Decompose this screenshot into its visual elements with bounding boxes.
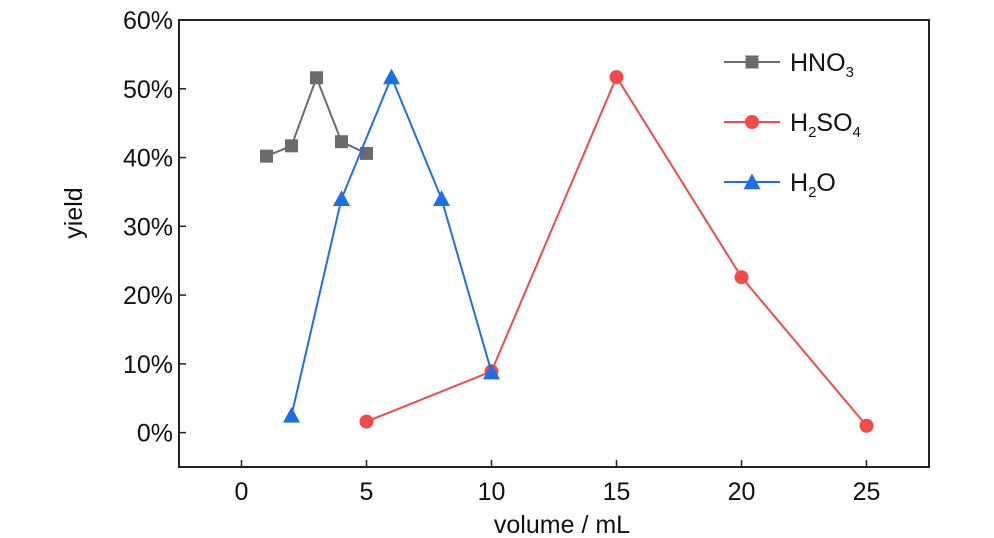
y-tick-label: 60% bbox=[123, 7, 173, 35]
data-point-h2o bbox=[383, 68, 400, 85]
x-tick-label: 5 bbox=[360, 478, 374, 506]
legend-item-hno3: HNO3 bbox=[724, 49, 854, 81]
data-point-hno3 bbox=[260, 149, 273, 163]
tick-marks-group: 0 5 10 15 20 25 0% 10% 20% 30% 40% 50% 60% bbox=[123, 7, 880, 506]
x-axis-title: volume / mL bbox=[494, 511, 630, 538]
legend-text-part: O bbox=[816, 169, 835, 197]
data-point-h2so4 bbox=[859, 418, 874, 433]
y-tick-label: 10% bbox=[123, 351, 173, 379]
legend-item-h2o: H2O bbox=[724, 169, 836, 201]
data-point-hno3 bbox=[335, 135, 348, 149]
legend-text-part: SO bbox=[816, 109, 852, 137]
y-tick-label: 30% bbox=[123, 213, 173, 241]
legend-marker-h2so4 bbox=[745, 115, 759, 129]
legend-subscript: 2 bbox=[808, 184, 816, 201]
data-point-h2so4 bbox=[359, 414, 374, 429]
y-axis-title: yield bbox=[60, 187, 88, 238]
series-hno3 bbox=[260, 71, 373, 163]
data-point-h2so4 bbox=[609, 70, 624, 85]
legend-subscript: 3 bbox=[846, 64, 854, 81]
axes bbox=[178, 19, 930, 468]
series-line-hno3 bbox=[266, 74, 367, 158]
data-point-h2o bbox=[333, 190, 350, 207]
legend-label-h2o: H2O bbox=[790, 169, 836, 201]
legend-text-part: H bbox=[790, 169, 808, 197]
series-group bbox=[260, 68, 874, 433]
data-point-hno3 bbox=[360, 146, 373, 160]
x-tick-label: 10 bbox=[478, 478, 506, 506]
data-point-hno3 bbox=[310, 71, 323, 85]
legend-subscript: 2 bbox=[808, 124, 816, 141]
legend-text-part: HNO bbox=[790, 49, 846, 77]
legend-marker-hno3 bbox=[745, 55, 759, 69]
x-tick-label: 20 bbox=[728, 478, 756, 506]
y-tick-label: 50% bbox=[123, 76, 173, 104]
legend-label-hno3: HNO3 bbox=[790, 49, 854, 81]
data-point-h2o bbox=[433, 190, 450, 207]
series-line-h2o bbox=[290, 74, 493, 416]
plot-area-frame bbox=[178, 19, 930, 468]
data-point-hno3 bbox=[285, 139, 298, 153]
y-tick-label: 0% bbox=[137, 420, 173, 448]
legend-label-h2so4: H2SO4 bbox=[790, 109, 861, 141]
legend-marker-h2o bbox=[743, 173, 761, 190]
y-tick-label: 20% bbox=[123, 282, 173, 310]
x-tick-label: 0 bbox=[235, 478, 249, 506]
legend-subscript: 4 bbox=[853, 124, 861, 141]
x-tick-label: 15 bbox=[603, 478, 631, 506]
y-tick-label: 40% bbox=[123, 145, 173, 173]
legend-text-part: H bbox=[790, 109, 808, 137]
x-tick-label: 25 bbox=[853, 478, 881, 506]
data-point-h2o bbox=[283, 406, 300, 423]
data-point-h2o bbox=[483, 363, 500, 380]
series-h2o bbox=[283, 68, 500, 423]
legend-item-h2so4: H2SO4 bbox=[724, 109, 861, 141]
data-point-h2so4 bbox=[734, 270, 749, 285]
